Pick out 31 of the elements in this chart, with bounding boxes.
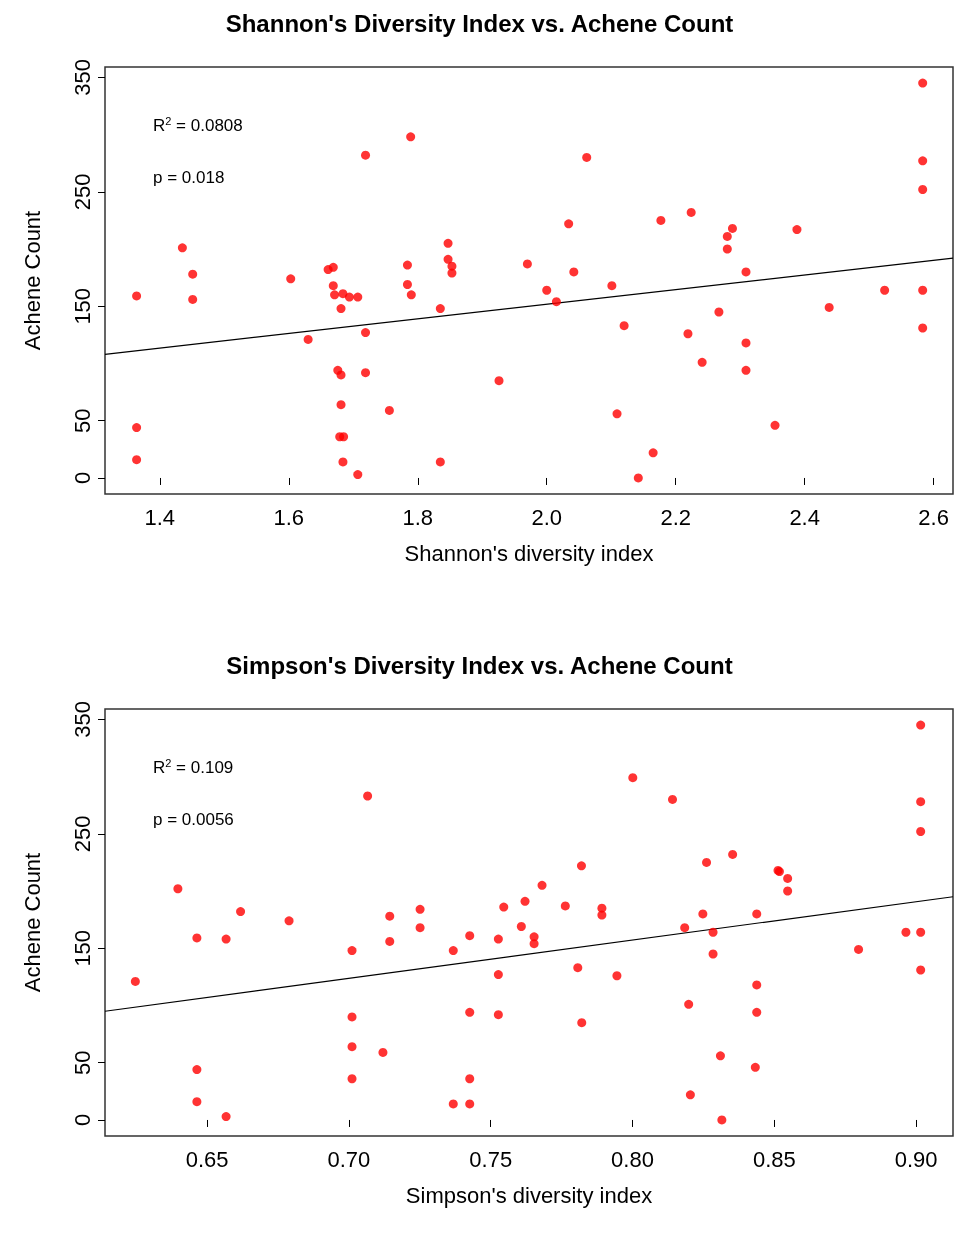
x-tick-label: 2.0: [531, 504, 563, 530]
x-tick-label: 2.4: [789, 504, 820, 530]
annotation: p = 0.018: [153, 168, 225, 187]
y-tick-label: 0: [69, 471, 95, 485]
y-tick-label: 250: [69, 173, 95, 211]
y-axis-title: Achene Count: [19, 852, 45, 993]
x-tick-label: 1.8: [402, 504, 434, 530]
x-tick-label: 0.90: [894, 1146, 938, 1172]
y-tick-label: 350: [69, 58, 95, 96]
y-tick-label: 0: [69, 1113, 95, 1127]
y-tick-label: 50: [69, 1050, 95, 1075]
x-tick-label: 2.2: [660, 504, 691, 530]
x-axis-title: Simpson's diversity index: [405, 1182, 653, 1208]
y-tick-label: 150: [69, 929, 95, 967]
annotation: p = 0.0056: [153, 810, 234, 829]
x-axis-title: Shannon's diversity index: [404, 540, 654, 566]
y-axis-title: Achene Count: [19, 210, 45, 351]
x-tick-label: 0.75: [469, 1146, 513, 1172]
x-tick-label: 2.6: [918, 504, 949, 530]
x-tick-label: 1.6: [273, 504, 305, 530]
y-tick-label: 50: [69, 408, 95, 433]
chart-title: Shannon's Diversity Index vs. Achene Count: [225, 9, 734, 37]
x-tick-label: 0.80: [611, 1146, 654, 1172]
x-tick-label: 0.85: [752, 1146, 796, 1172]
x-tick-label: 0.65: [185, 1146, 229, 1172]
x-tick-label: 1.4: [144, 504, 176, 530]
chart-title: Simpson's Diversity Index vs. Achene Count: [226, 651, 733, 679]
y-tick-label: 350: [69, 700, 95, 738]
y-tick-label: 250: [69, 815, 95, 853]
y-tick-label: 150: [69, 287, 95, 325]
x-tick-label: 0.70: [327, 1146, 371, 1172]
